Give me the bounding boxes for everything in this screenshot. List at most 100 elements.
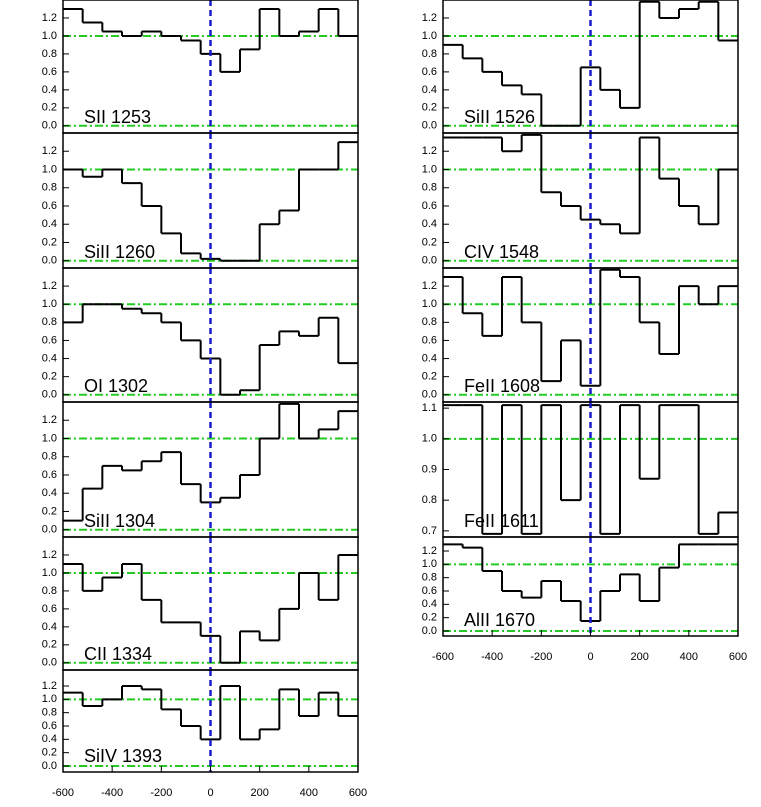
plot-area	[443, 268, 738, 402]
line-label: FeII 1608	[464, 376, 540, 396]
y-tick-label: 1.0	[42, 30, 57, 42]
y-tick-label: 0.6	[422, 585, 437, 597]
line-label: FeII 1611	[464, 511, 539, 531]
x-tick-label: -400	[101, 787, 123, 799]
panel: 0.0 0.2 0.4 0.6 0.8 1.0 1.2 CII 1334	[42, 536, 359, 671]
x-tick-label: -400	[481, 651, 503, 663]
panel: 0.7 0.8 0.9 1.0 1.1 FeII 1611	[422, 401, 739, 538]
x-tick-label: 0	[587, 651, 593, 663]
y-tick-label: 0.0	[42, 760, 57, 772]
y-tick-label: 0.6	[42, 334, 57, 346]
x-tick-label: 600	[349, 787, 367, 799]
y-tick-label: 1.2	[422, 12, 437, 24]
y-tick-label: 1.0	[422, 298, 437, 310]
y-tick-label: 1.0	[422, 163, 437, 175]
y-tick-label: 1.0	[422, 30, 437, 42]
line-label: CIV 1548	[464, 242, 539, 262]
x-tick-label: -200	[150, 787, 172, 799]
y-tick-label: 1.2	[42, 549, 57, 561]
y-tick-label: 0.4	[422, 84, 437, 96]
y-tick-label: 0.0	[422, 389, 437, 401]
y-tick-label: 0.2	[422, 236, 437, 248]
y-tick-label: 0.4	[42, 733, 57, 745]
y-tick-label: 0.8	[422, 494, 437, 506]
y-tick-label: 1.0	[42, 567, 57, 579]
y-tick-label: 0.6	[42, 603, 57, 615]
panel: 0.0 0.2 0.4 0.6 0.8 1.0 1.2 SiII 1260	[42, 132, 359, 269]
x-tick-label: -600	[432, 651, 454, 663]
y-tick-label: 0.0	[42, 389, 57, 401]
y-tick-label: 1.0	[422, 558, 437, 570]
y-tick-label: 0.6	[42, 66, 57, 78]
y-tick-label: 0.0	[422, 120, 437, 132]
panel: 0.0 0.2 0.4 0.6 0.8 1.0 1.2 FeII 1608	[422, 267, 739, 403]
plot-area	[63, 0, 358, 133]
y-tick-label: 0.2	[42, 371, 57, 383]
x-tick-label: -600	[52, 787, 74, 799]
line-label: SiII 1526	[464, 107, 535, 127]
y-tick-label: 0.4	[422, 598, 437, 610]
line-label: SiII 1260	[84, 242, 155, 262]
x-tick-label: 0	[207, 787, 213, 799]
y-tick-label: 0.6	[42, 720, 57, 732]
y-tick-label: 0.6	[42, 469, 57, 481]
y-tick-label: 0.8	[422, 182, 437, 194]
y-tick-label: 0.4	[422, 352, 437, 364]
y-tick-label: 1.0	[42, 163, 57, 175]
y-tick-label: 0.0	[422, 255, 437, 267]
plot-area	[443, 402, 738, 537]
y-tick-label: 0.2	[42, 639, 57, 651]
panel: 0.0 0.2 0.4 0.6 0.8 1.0 1.2 SiII 1304	[42, 401, 359, 538]
y-tick-label: 1.2	[422, 545, 437, 557]
y-tick-label: 0.0	[42, 657, 57, 669]
y-tick-label: 1.2	[422, 280, 437, 292]
x-tick-label: 200	[250, 787, 268, 799]
y-tick-label: 0.2	[422, 102, 437, 114]
y-tick-label: 0.0	[42, 120, 57, 132]
x-tick-label: 600	[729, 651, 747, 663]
plot-area	[63, 537, 358, 670]
plot-area	[443, 133, 738, 268]
y-tick-label: 1.2	[42, 12, 57, 24]
line-label: SiIV 1393	[84, 746, 162, 766]
line-label: AlII 1670	[464, 610, 535, 630]
y-tick-label: 0.8	[42, 707, 57, 719]
y-tick-label: 1.2	[42, 414, 57, 426]
y-tick-label: 0.2	[42, 102, 57, 114]
y-tick-label: 0.6	[42, 200, 57, 212]
y-tick-label: 1.2	[422, 145, 437, 157]
y-tick-label: 0.8	[42, 585, 57, 597]
y-tick-label: 0.2	[422, 612, 437, 624]
y-tick-label: 1.0	[42, 298, 57, 310]
y-tick-label: 0.2	[42, 747, 57, 759]
panel: 0.0 0.2 0.4 0.6 0.8 1.0 1.2 OI 1302	[42, 267, 359, 403]
y-tick-label: 1.0	[422, 433, 437, 445]
y-tick-label: 0.8	[42, 316, 57, 328]
y-tick-label: 0.6	[422, 66, 437, 78]
y-tick-label: 1.2	[42, 280, 57, 292]
y-tick-label: 1.1	[422, 402, 437, 414]
y-tick-label: 0.8	[422, 316, 437, 328]
plot-area	[63, 402, 358, 537]
plot-area	[63, 133, 358, 268]
panel: 0.0 0.2 0.4 0.6 0.8 1.0 1.2 SiII 1526	[422, 0, 739, 134]
panel: 0.0 0.2 0.4 0.6 0.8 1.0 1.2 CIV 1548	[422, 132, 739, 269]
y-tick-label: 0.4	[42, 84, 57, 96]
line-label: CII 1334	[84, 644, 152, 664]
y-tick-label: 1.2	[42, 145, 57, 157]
line-label: SII 1253	[84, 107, 151, 127]
panel: 0.00.2 0.40.60.8 1.01.2 -600 -400 -200 0 200 400…	[422, 536, 747, 663]
y-tick-label: 0.9	[422, 463, 437, 475]
x-tick-label: 400	[300, 787, 318, 799]
plot-area	[443, 0, 738, 133]
x-tick-label: 200	[630, 651, 648, 663]
y-tick-label: 0.8	[42, 48, 57, 60]
y-tick-label: 0.6	[422, 334, 437, 346]
plot-area	[63, 268, 358, 402]
y-tick-label: 0.2	[422, 371, 437, 383]
y-tick-label: 1.2	[42, 680, 57, 692]
y-tick-label: 1.0	[42, 432, 57, 444]
line-label: SiII 1304	[84, 511, 155, 531]
y-tick-label: 0.8	[42, 182, 57, 194]
